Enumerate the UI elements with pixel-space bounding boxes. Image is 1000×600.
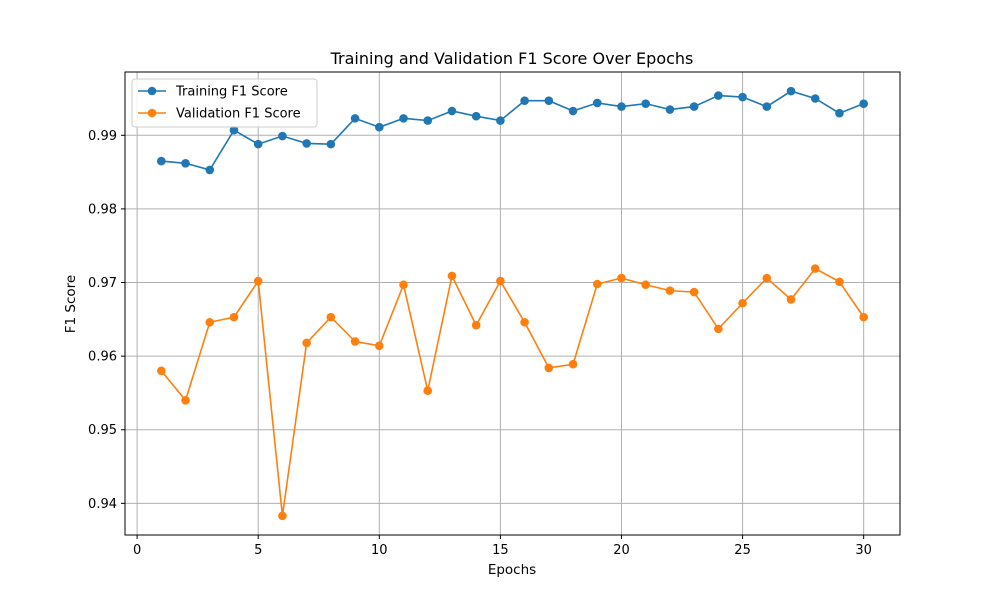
data-point: [762, 102, 772, 111]
data-point: [181, 158, 190, 168]
data-point: [471, 111, 481, 121]
y-tick-label: 0.95: [88, 423, 117, 438]
data-point: [326, 312, 336, 322]
data-point: [326, 139, 336, 149]
data-point: [859, 99, 868, 108]
data-point: [665, 105, 675, 114]
data-point: [157, 156, 166, 166]
y-tick-label: 0.98: [88, 202, 117, 217]
data-point: [544, 96, 554, 106]
x-tick-label: 30: [855, 543, 872, 558]
data-point: [835, 108, 844, 118]
legend: Training F1 Score Validation F1 Score: [131, 78, 318, 128]
data-point: [471, 320, 481, 330]
legend-box: [131, 78, 318, 128]
data-point: [229, 125, 239, 135]
data-point: [810, 264, 820, 273]
data-point: [447, 271, 457, 281]
data-point: [302, 338, 311, 348]
data-point: [399, 114, 408, 123]
chart-title: Training and Validation F1 Score Over Ep…: [330, 49, 694, 68]
data-point: [205, 317, 215, 327]
data-point: [496, 116, 505, 125]
legend-label: Training F1 Score: [175, 85, 288, 100]
legend-marker: [147, 108, 157, 118]
data-point: [592, 98, 602, 108]
data-point: [374, 341, 384, 351]
data-point: [253, 276, 263, 286]
data-point: [859, 312, 868, 322]
data-point: [496, 276, 505, 286]
grid-lines: [125, 72, 900, 535]
series-validation: [157, 264, 868, 521]
x-tick-label: 0: [133, 543, 141, 558]
data-point: [181, 395, 190, 405]
data-point: [786, 295, 796, 304]
data-point: [374, 122, 384, 132]
data-point: [786, 86, 796, 96]
data-point: [689, 102, 699, 111]
data-point: [665, 286, 675, 295]
data-point: [278, 511, 287, 521]
x-tick-label: 10: [371, 543, 388, 558]
data-point: [157, 366, 166, 376]
data-point: [714, 91, 723, 100]
y-axis-label: F1 Score: [63, 275, 79, 333]
x-tick-label: 25: [734, 543, 751, 558]
axis-ticks: 0 5 10 15 20 25 30 0.94 0.95 0.96 0.97 0.98 0.99: [88, 129, 872, 558]
y-tick-label: 0.94: [88, 497, 117, 512]
x-tick-label: 20: [613, 543, 630, 558]
data-point: [617, 273, 626, 283]
data-point: [253, 139, 263, 149]
x-tick-label: 5: [254, 543, 262, 558]
data-point: [568, 106, 578, 116]
legend-marker: [147, 86, 157, 96]
data-point: [399, 280, 408, 290]
data-point: [205, 165, 215, 175]
data-point: [520, 96, 529, 106]
data-point: [520, 317, 529, 327]
data-point: [835, 277, 844, 287]
data-point: [810, 94, 820, 103]
data-point: [641, 99, 651, 108]
data-point: [568, 359, 578, 369]
data-point: [738, 298, 747, 308]
data-point: [423, 386, 433, 396]
data-point: [447, 106, 457, 116]
data-point: [229, 312, 239, 322]
plot-area-frame: [124, 71, 901, 536]
data-point: [689, 287, 699, 297]
series-lines: [157, 86, 868, 521]
data-point: [617, 102, 626, 111]
data-point: [592, 279, 602, 289]
y-tick-label: 0.99: [88, 129, 117, 144]
data-point: [738, 92, 747, 102]
data-point: [302, 139, 311, 148]
y-tick-label: 0.97: [88, 276, 117, 291]
x-axis-label: Epochs: [488, 562, 536, 578]
y-tick-label: 0.96: [88, 350, 117, 365]
data-point: [544, 363, 554, 373]
data-point: [641, 280, 651, 290]
series-training: [157, 86, 868, 175]
legend-label: Validation F1 Score: [176, 107, 301, 122]
data-point: [423, 116, 433, 125]
data-point: [350, 114, 360, 123]
data-point: [714, 324, 723, 334]
data-point: [278, 131, 287, 141]
data-point: [350, 337, 360, 346]
x-tick-label: 15: [492, 543, 509, 558]
data-point: [762, 273, 772, 283]
series-line: [160, 267, 865, 516]
